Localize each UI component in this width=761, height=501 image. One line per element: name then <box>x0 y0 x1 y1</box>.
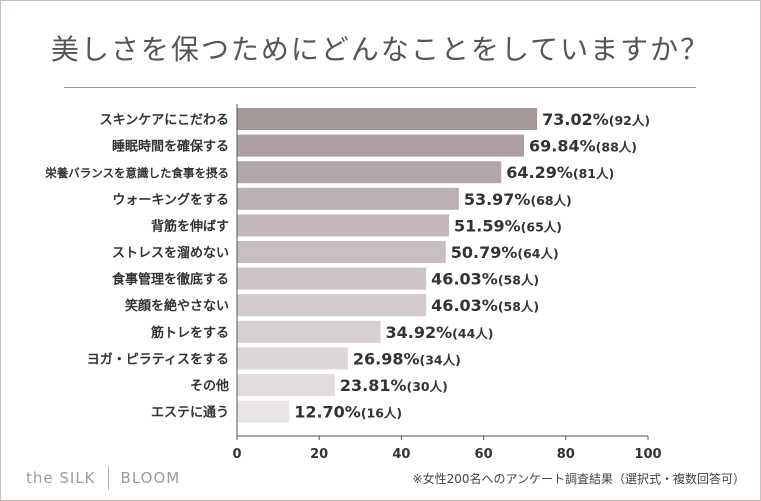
category-label-8: 笑顔を絶やさない <box>125 298 229 314</box>
survey-footnote: ※女性200名へのアンケート調査結果（選択式・複数回答可） <box>412 472 745 486</box>
category-label-2: 睡眠時間を確保する <box>112 139 229 155</box>
bar-8 <box>237 294 427 317</box>
bar-6 <box>237 241 446 263</box>
brand-logo: the SILK BLOOM <box>26 466 180 490</box>
bar-5 <box>237 214 450 237</box>
value-label-1: 73.02%(92人) <box>542 110 650 129</box>
bar-1 <box>237 108 538 130</box>
category-label-9: 筋トレをする <box>150 325 229 341</box>
bar-11 <box>237 374 335 396</box>
bar-7 <box>237 267 427 290</box>
brand-name-left: the SILK <box>26 469 96 487</box>
value-label-5: 51.59%(65人) <box>454 216 562 235</box>
x-tick-label-20: 20 <box>310 447 328 462</box>
category-label-12: エステに通う <box>151 405 229 421</box>
x-tick-label-80: 80 <box>557 447 575 462</box>
value-label-6: 50.79%(64人) <box>451 243 559 262</box>
value-label-9: 34.92%(44人) <box>386 323 494 342</box>
value-label-8: 46.03%(58人) <box>431 296 539 315</box>
bar-9 <box>237 320 381 343</box>
bar-4 <box>237 187 459 210</box>
value-label-7: 46.03%(58人) <box>431 270 539 289</box>
x-tick-label-60: 60 <box>475 447 493 462</box>
category-label-4: ウォーキングをする <box>112 192 229 208</box>
category-label-11: その他 <box>190 378 229 394</box>
category-label-3: 栄養バランスを意識した食事を摂る <box>44 166 229 180</box>
value-label-11: 23.81%(30人) <box>340 376 448 395</box>
bar-10 <box>237 347 348 370</box>
value-label-12: 12.70%(16人) <box>294 403 402 422</box>
bar-3 <box>237 161 502 184</box>
value-label-3: 64.29%(81人) <box>506 163 614 182</box>
chart-title: 美しさを保つためにどんなことをしていますか？ <box>50 33 711 66</box>
bar-12 <box>237 400 290 423</box>
value-label-2: 69.84%(88人) <box>529 137 637 156</box>
x-tick-label-0: 0 <box>232 447 241 462</box>
category-label-7: 食事管理を徹底する <box>112 272 229 288</box>
x-tick-label-40: 40 <box>392 447 410 462</box>
category-label-5: 背筋を伸ばす <box>151 218 229 234</box>
x-tick-label-100: 100 <box>634 447 661 462</box>
brand-name-right: BLOOM <box>120 469 181 487</box>
value-label-4: 53.97%(68人) <box>464 190 572 209</box>
category-label-6: ストレスを溜めない <box>112 245 229 261</box>
title-divider <box>64 87 696 88</box>
bar-2 <box>237 134 525 157</box>
value-label-10: 26.98%(34人) <box>353 349 461 368</box>
category-label-1: スキンケアにこだわる <box>100 113 229 128</box>
brand-separator <box>107 466 109 490</box>
category-label-10: ヨガ・ピラティスをする <box>87 352 229 367</box>
